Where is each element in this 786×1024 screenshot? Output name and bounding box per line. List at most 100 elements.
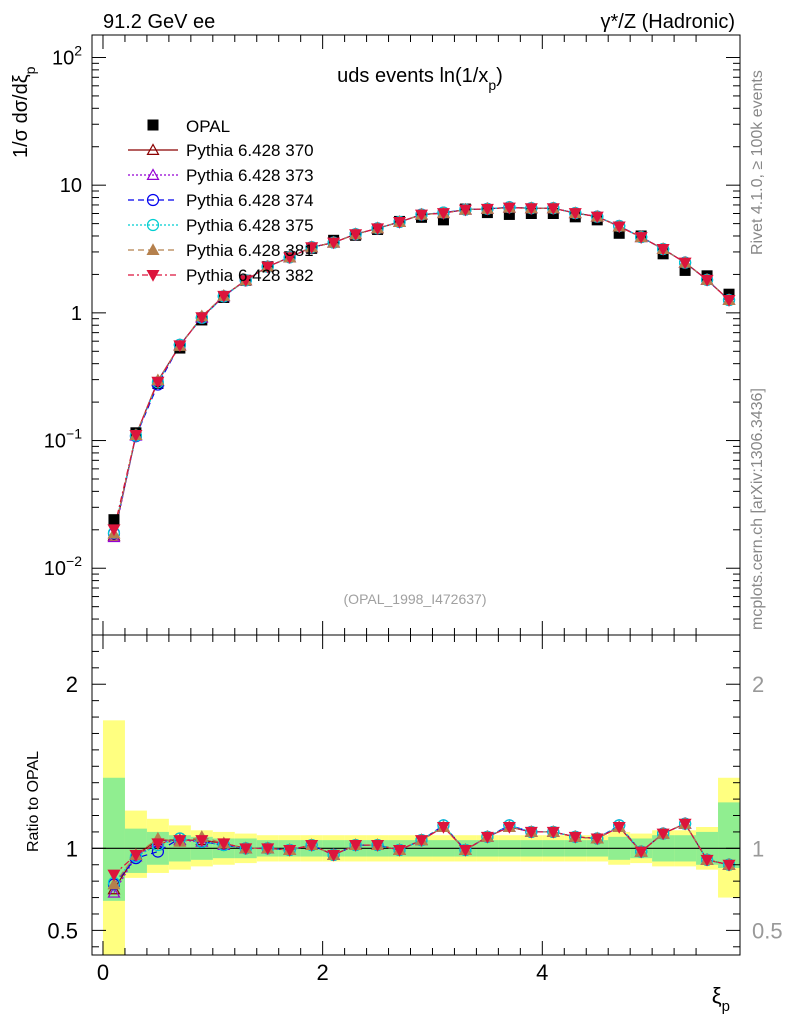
ratio-point	[173, 835, 187, 847]
series-point	[678, 257, 692, 270]
ratio-point	[480, 831, 494, 844]
legend-label-opal: OPAL	[186, 117, 230, 136]
process-label: γ*/Z (Hadronic)	[601, 11, 735, 33]
ratio-point	[393, 844, 407, 857]
ratio-point	[678, 818, 692, 831]
ratio-y-tick-label-right: 0.5	[752, 918, 783, 943]
x-tick-label: 2	[317, 960, 329, 985]
y-tick-label: 10	[60, 175, 82, 197]
legend-marker	[146, 243, 160, 255]
ratio-point	[261, 843, 275, 856]
legend-label: Pythia 6.428 373	[186, 166, 314, 185]
ratio-point	[239, 843, 253, 856]
chart-title: uds events ln(1/xp)	[337, 65, 503, 93]
y-tick-label: 10−2	[44, 553, 82, 580]
ratio-line	[113, 822, 730, 885]
legend-marker	[146, 193, 160, 207]
series-point	[371, 223, 385, 236]
band-inner	[718, 802, 740, 869]
series-point	[349, 229, 363, 241]
legend-marker	[146, 270, 160, 282]
main-panel: 10−2 10−1 1 10 102 uds events ln(1/xp) (OPAL…	[10, 34, 741, 636]
series-point	[480, 203, 494, 216]
ratio-point	[634, 846, 648, 859]
data-point	[679, 264, 691, 276]
ratio-point	[590, 833, 604, 846]
series-point	[195, 312, 209, 324]
series-point	[129, 430, 143, 442]
y-axis-label-main: 1/σ dσ/dξp	[10, 66, 38, 158]
legend-marker-opal	[147, 119, 159, 131]
ratio-point	[195, 835, 209, 847]
legend-label: Pythia 6.428 375	[186, 216, 314, 235]
ratio-point	[107, 869, 121, 882]
ratio-point	[217, 838, 231, 851]
x-tick-label: 4	[536, 960, 548, 985]
y-tick-label: 10−1	[44, 426, 82, 453]
ratio-point	[700, 854, 714, 867]
ratio-point	[722, 859, 736, 872]
energy-label: 91.2 GeV ee	[103, 11, 215, 33]
series-point	[546, 203, 560, 215]
ratio-point	[568, 831, 582, 844]
legend-label: Pythia 6.428 381	[186, 241, 314, 260]
ratio-point	[129, 849, 143, 862]
ratio-point	[283, 844, 297, 857]
mcplots-label: mcplots.cern.ch [arXiv:1306.3436]	[749, 388, 766, 630]
ratio-point	[414, 835, 429, 847]
series-point	[700, 274, 714, 287]
ratio-y-tick-label: 1	[66, 836, 78, 861]
data-point	[503, 208, 515, 220]
series-point	[107, 524, 121, 537]
ratio-point	[458, 844, 472, 857]
series-point	[568, 208, 582, 220]
y-axis-label-ratio: Ratio to OPAL	[25, 751, 42, 852]
ratio-point	[349, 840, 363, 852]
legend-label: Pythia 6.428 382	[186, 266, 314, 285]
series-point	[634, 232, 648, 244]
data-point	[613, 227, 625, 239]
series-point	[502, 202, 516, 215]
ratio-point	[151, 838, 165, 851]
ratio-y-tick-label-right: 2	[752, 672, 764, 697]
legend-marker	[146, 218, 160, 232]
series-point	[173, 340, 187, 353]
series-point	[393, 216, 407, 229]
analysis-id: (OPAL_1998_I472637)	[344, 591, 487, 607]
series-point	[239, 275, 253, 288]
data-point	[437, 214, 449, 226]
ratio-line	[113, 822, 730, 884]
ratio-point	[656, 828, 670, 841]
legend-marker	[146, 168, 160, 180]
ratio-point	[524, 826, 538, 839]
x-axis-label: ξp	[712, 983, 730, 1015]
ratio-frame	[91, 634, 741, 956]
ratio-point	[546, 826, 560, 839]
series-point	[722, 295, 736, 307]
ratio-panel: 0.5 0.5 1 1 2 2 0 2 4 Ratio to OPAL ξp	[25, 634, 783, 1015]
x-tick-label: 0	[97, 960, 109, 985]
data-point	[108, 514, 120, 526]
ratio-y-tick-label: 0.5	[47, 918, 78, 943]
legend-label: Pythia 6.428 374	[186, 191, 314, 210]
legend-label: Pythia 6.428 370	[186, 141, 314, 160]
series-point	[524, 203, 538, 215]
y-tick-label: 1	[71, 303, 82, 325]
series-point	[305, 242, 319, 254]
ratio-point	[305, 840, 319, 852]
series-point	[151, 376, 165, 389]
ratio-point	[436, 821, 450, 834]
ratio-point	[107, 877, 121, 890]
series-point	[458, 204, 472, 217]
series-point	[217, 290, 231, 303]
series-point	[436, 208, 450, 220]
ratio-y-tick-label: 2	[66, 672, 78, 697]
series-point	[590, 211, 604, 224]
ratio-point	[371, 840, 385, 852]
series-point	[612, 221, 626, 234]
series-point	[414, 209, 429, 222]
ratio-point	[327, 849, 341, 862]
y-tick-label: 102	[52, 42, 82, 69]
rivet-label: Rivet 4.1.0, ≥ 100k events	[749, 70, 766, 255]
